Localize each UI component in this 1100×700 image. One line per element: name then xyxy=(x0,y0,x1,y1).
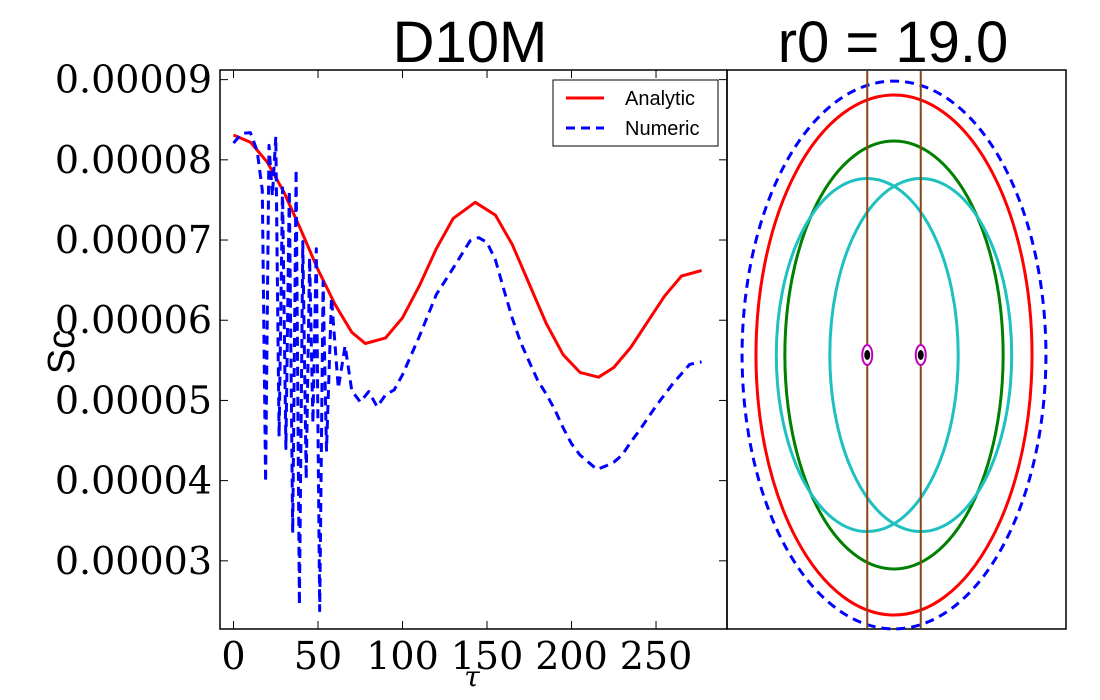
numeric-orbit xyxy=(740,79,1048,631)
legend-label-numeric: Numeric xyxy=(625,118,699,140)
y-tick-label: 0.00007 xyxy=(55,218,212,262)
x-tick-label: 200 xyxy=(535,634,608,678)
x-axis-label: τ xyxy=(464,660,480,693)
mass-point xyxy=(917,350,924,360)
x-tick-label: 100 xyxy=(366,634,439,678)
right-plot: r0 = 19.0 xyxy=(726,10,1067,631)
x-tick-label: 0 xyxy=(221,634,245,678)
orbit-content xyxy=(740,71,1048,631)
left-series-group xyxy=(232,131,703,613)
right-chart-title: r0 = 19.0 xyxy=(778,10,1009,75)
series-line-analytic xyxy=(232,133,703,379)
y-tick-label: 0.00008 xyxy=(55,138,212,182)
y-axis-label: Sc xyxy=(41,330,83,374)
y-tick-label: 0.00004 xyxy=(55,459,212,503)
left-y-ticks: 0.00003 0.00004 0.00005 0.00006 0.00007 0.000… xyxy=(55,58,727,583)
x-tick-label: 250 xyxy=(620,634,693,678)
y-tick-label: 0.00005 xyxy=(55,378,212,422)
right-axes-frame xyxy=(726,69,1067,630)
left-x-ticks: 0 50 100 150 200 250 xyxy=(221,70,692,678)
legend-box xyxy=(552,79,719,147)
mass-point xyxy=(864,350,871,360)
series-line-numeric xyxy=(232,131,702,613)
x-tick-label: 50 xyxy=(294,634,342,678)
y-tick-label: 0.00003 xyxy=(55,539,212,583)
legend-label-analytic: Analytic xyxy=(625,88,695,110)
left-chart-title: D10M xyxy=(393,10,548,75)
analytic-orbit xyxy=(754,93,1034,617)
green-orbit xyxy=(783,139,1005,571)
y-tick-label: 0.00006 xyxy=(55,298,212,342)
legend: Analytic Numeric xyxy=(552,79,719,147)
left-plot: D10M 0.00003 0.00004 0.00005 0.00006 0.00007… xyxy=(41,10,728,693)
x-tick-label: 150 xyxy=(451,634,524,678)
y-tick-label: 0.00009 xyxy=(55,58,212,102)
left-axes-frame xyxy=(219,69,728,630)
